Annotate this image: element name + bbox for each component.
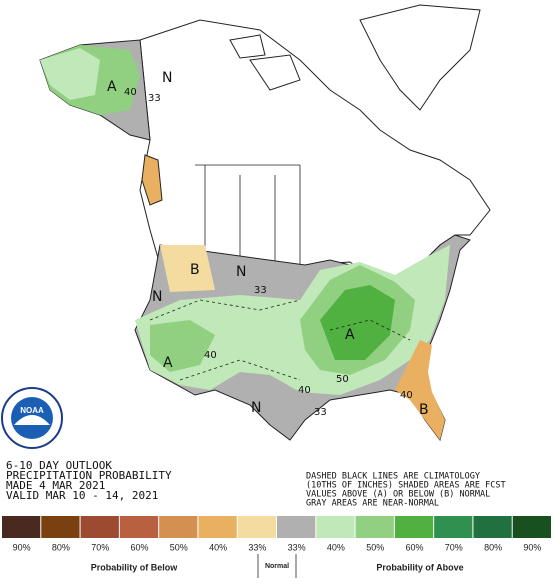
legend-swatch [277, 516, 316, 538]
normal-label: Normal [265, 563, 289, 570]
map-label: A [163, 355, 173, 371]
legend-swatch [316, 516, 355, 538]
map-label: N [236, 264, 246, 280]
climatology-lines [149, 299, 411, 381]
above-60 [320, 285, 395, 360]
map-label: B [419, 402, 429, 418]
outlook-line: MADE 4 MAR 2021 [6, 479, 105, 492]
legend-label: 40% [327, 542, 345, 552]
alaska-above-light [40, 48, 100, 100]
legend-label: 33% [248, 542, 266, 552]
legend-label: 40% [209, 542, 227, 552]
legend-swatch [41, 516, 80, 538]
legend-label: 80% [52, 542, 70, 552]
legend-label: 90% [13, 542, 31, 552]
map-label: N [152, 289, 162, 305]
legend-label: 70% [91, 542, 109, 552]
map-label: 33 [148, 93, 161, 104]
legend-swatch [237, 516, 276, 538]
map-label: N [251, 400, 261, 416]
notes-text: DASHED BLACK LINES ARE CLIMATOLOGY(10THS… [306, 472, 506, 509]
note-line: (10THS OF INCHES) SHADED AREAS ARE FCST [306, 481, 506, 491]
map-label: 40 [298, 385, 311, 396]
below-nw [160, 245, 215, 292]
map-label: 33 [314, 407, 327, 418]
map-label: A [107, 79, 117, 95]
map-label: 40 [400, 390, 413, 401]
legend-swatch [473, 516, 512, 538]
legend-label: 50% [366, 542, 384, 552]
map-label: N [162, 70, 172, 86]
legend: 90% 80% 70% 60% 50% 40% 33% 33% 40% 50% 60% 70% 80% 9… [2, 516, 551, 552]
legend-swatch [119, 516, 159, 538]
land-outline [139, 4, 491, 286]
map-label: 50 [336, 374, 349, 385]
legend-swatch [355, 516, 394, 538]
note-line: DASHED BLACK LINES ARE CLIMATOLOGY [306, 472, 480, 482]
legend-label: 50% [170, 542, 188, 552]
noaa-logo: NOAA [1, 387, 63, 449]
map-label: 33 [254, 285, 267, 296]
below-label: Probability of Below [91, 562, 179, 572]
legend-label: 70% [445, 542, 463, 552]
map-label: 40 [124, 87, 137, 98]
below-se [395, 340, 445, 440]
bc-below [141, 154, 163, 206]
map-label: 40 [204, 350, 217, 361]
legend-swatch [198, 516, 237, 538]
legend-label: 60% [405, 542, 423, 552]
legend-swatch [434, 516, 473, 538]
outlook-line: 6-10 DAY OUTLOOK [6, 459, 112, 472]
legend-swatch [159, 516, 198, 538]
map-label: A [345, 327, 355, 343]
legend-label: 60% [130, 542, 148, 552]
note-line: GRAY AREAS ARE NEAR-NORMAL [306, 499, 439, 509]
logo-text: NOAA [20, 406, 44, 415]
legend-label: 90% [523, 542, 541, 552]
map-label: B [190, 262, 200, 278]
note-line: VALUES ABOVE (A) OR BELOW (B) NORMAL [306, 490, 490, 500]
legend-swatch [512, 516, 551, 538]
legend-label: 80% [484, 542, 502, 552]
legend-swatch [394, 516, 434, 538]
outlook-line: VALID MAR 10 - 14, 2021 [6, 489, 158, 502]
above-west [150, 320, 215, 372]
legend-swatch [2, 516, 41, 538]
legend-label: 33% [288, 542, 306, 552]
legend-swatch [80, 516, 119, 538]
province-lines [195, 164, 301, 265]
above-label: Probability of Above [376, 562, 463, 572]
outlook-line: PRECIPITATION PROBABILITY [6, 469, 172, 482]
map-labels: A 40 N 33 B N 33 N A 40 A 50 40 N 33 40 … [107, 70, 429, 418]
